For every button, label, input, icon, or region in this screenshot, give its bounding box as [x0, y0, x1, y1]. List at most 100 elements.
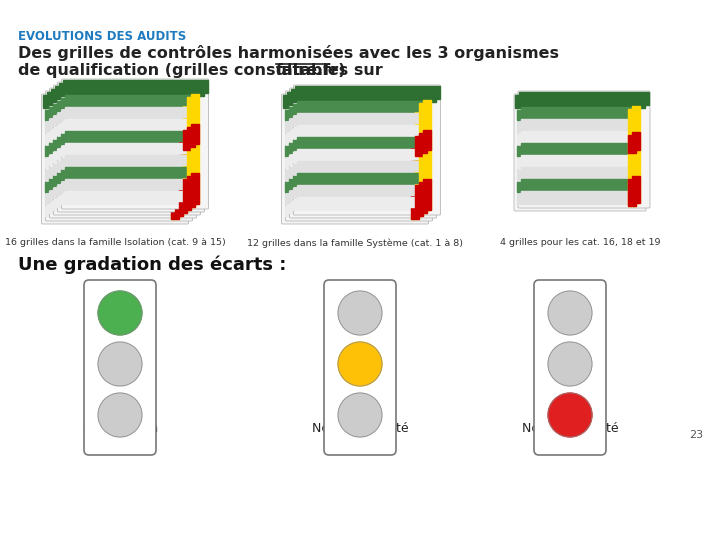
- Bar: [287, 92, 431, 105]
- Bar: [45, 182, 169, 192]
- FancyBboxPatch shape: [50, 88, 197, 218]
- FancyBboxPatch shape: [534, 280, 606, 455]
- Text: EVOLUTIONS DES AUDITS: EVOLUTIONS DES AUDITS: [18, 30, 186, 43]
- Bar: [53, 152, 178, 162]
- Bar: [56, 125, 181, 135]
- Bar: [517, 170, 627, 180]
- Bar: [521, 179, 631, 189]
- FancyBboxPatch shape: [286, 91, 433, 221]
- Text: Des grilles de contrôles harmonisées avec les 3 organismes: Des grilles de contrôles harmonisées ave…: [18, 45, 559, 61]
- Bar: [289, 203, 413, 213]
- Bar: [297, 161, 421, 171]
- FancyBboxPatch shape: [61, 79, 209, 209]
- Bar: [628, 135, 636, 153]
- Bar: [53, 116, 178, 126]
- Bar: [174, 136, 182, 156]
- FancyBboxPatch shape: [53, 85, 200, 215]
- FancyBboxPatch shape: [58, 82, 204, 212]
- Bar: [48, 179, 174, 189]
- Bar: [515, 95, 645, 108]
- Bar: [284, 158, 410, 168]
- Text: Non conformité
majeure: Non conformité majeure: [522, 422, 618, 450]
- Bar: [297, 149, 421, 159]
- Bar: [53, 128, 178, 138]
- Bar: [186, 97, 194, 207]
- FancyBboxPatch shape: [514, 94, 646, 211]
- Bar: [297, 197, 421, 207]
- Text: 4 grilles pour les cat. 16, 18 et 19: 4 grilles pour les cat. 16, 18 et 19: [500, 238, 660, 247]
- Bar: [45, 158, 169, 168]
- Bar: [521, 155, 631, 165]
- Bar: [65, 143, 189, 153]
- Bar: [292, 164, 418, 174]
- Bar: [521, 167, 631, 177]
- Bar: [517, 182, 627, 192]
- Bar: [65, 107, 189, 117]
- Bar: [182, 130, 191, 150]
- Bar: [292, 152, 418, 162]
- Bar: [628, 179, 636, 206]
- Bar: [65, 179, 189, 189]
- Bar: [284, 134, 410, 144]
- Bar: [50, 89, 196, 102]
- Bar: [45, 146, 169, 156]
- Bar: [45, 206, 169, 216]
- Bar: [65, 95, 189, 105]
- Bar: [171, 188, 179, 219]
- Bar: [48, 143, 174, 153]
- Bar: [174, 185, 182, 216]
- Bar: [290, 89, 436, 102]
- Bar: [45, 134, 169, 144]
- Bar: [418, 182, 426, 213]
- Bar: [292, 188, 418, 198]
- Circle shape: [548, 291, 592, 335]
- Bar: [56, 197, 181, 207]
- Bar: [186, 176, 194, 207]
- Bar: [521, 143, 631, 153]
- Bar: [632, 176, 640, 203]
- Bar: [521, 191, 631, 201]
- Bar: [423, 130, 431, 150]
- Bar: [65, 131, 189, 141]
- Bar: [56, 137, 181, 147]
- Bar: [628, 109, 636, 206]
- Bar: [410, 139, 418, 159]
- Bar: [418, 103, 426, 213]
- Circle shape: [98, 291, 142, 335]
- Bar: [289, 179, 413, 189]
- Bar: [45, 122, 169, 132]
- FancyBboxPatch shape: [45, 91, 192, 221]
- Bar: [63, 80, 207, 93]
- Bar: [55, 86, 199, 99]
- Bar: [410, 109, 418, 219]
- Bar: [60, 110, 186, 120]
- Bar: [423, 179, 431, 210]
- Bar: [289, 167, 413, 177]
- Bar: [48, 131, 174, 141]
- Bar: [60, 122, 186, 132]
- Bar: [65, 191, 189, 201]
- Bar: [294, 86, 439, 99]
- Bar: [292, 176, 418, 186]
- Bar: [47, 92, 192, 105]
- Bar: [171, 139, 179, 159]
- Bar: [282, 95, 428, 108]
- Bar: [517, 110, 627, 120]
- Bar: [632, 132, 640, 150]
- Circle shape: [98, 393, 142, 437]
- Bar: [289, 191, 413, 201]
- Bar: [56, 185, 181, 195]
- Bar: [521, 107, 631, 117]
- Bar: [48, 167, 174, 177]
- Bar: [45, 170, 169, 180]
- Bar: [56, 173, 181, 183]
- Text: Non conformité
mineure: Non conformité mineure: [312, 422, 408, 450]
- Bar: [191, 173, 199, 204]
- Text: Observation: Observation: [82, 422, 158, 435]
- Bar: [517, 146, 627, 156]
- Bar: [284, 146, 410, 156]
- Bar: [284, 206, 410, 216]
- Bar: [60, 170, 186, 180]
- Bar: [53, 200, 178, 210]
- Bar: [60, 158, 186, 168]
